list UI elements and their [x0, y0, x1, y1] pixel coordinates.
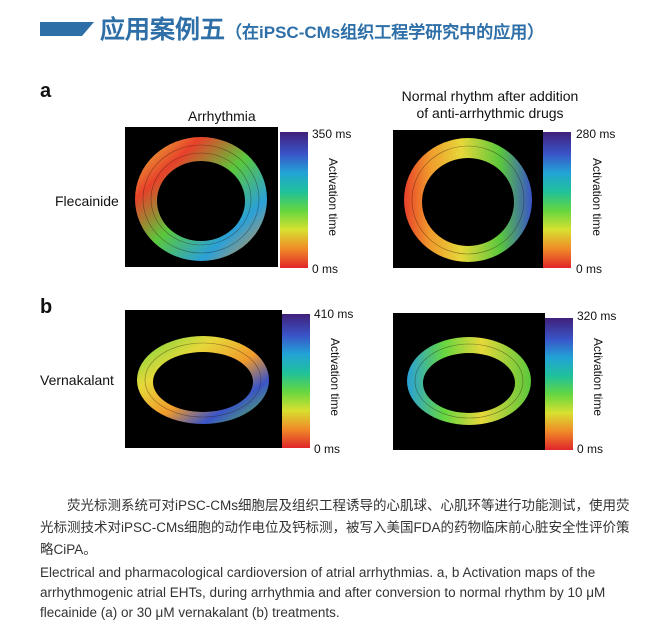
colorbar-a-right-min: 0 ms [576, 262, 603, 276]
panel-letter-b: b [40, 296, 53, 318]
colorbar-b-right [545, 318, 573, 450]
colorbar-a-left-min: 0 ms [312, 262, 339, 276]
page-title: 应用案例五（在iPSC-CMs组织工程学研究中的应用） [100, 10, 544, 46]
colorbar-b-left-axis-label: Activation time [328, 338, 342, 417]
activation-map-vernakalant-normal [393, 313, 545, 450]
activation-map-vernakalant-normal-image [407, 337, 531, 425]
row-label-flecainide: Flecainide [55, 193, 119, 209]
row-label-vernakalant: Vernakalant [40, 372, 114, 388]
column-title-line1: Normal rhythm after addition [401, 88, 579, 104]
colorbar-a-left-axis-label: Activation time [326, 158, 340, 237]
activation-map-flecainide-arrhythmia [125, 127, 278, 267]
caption-chinese: 荧光标测系统可对iPSC-CMs细胞层及组织工程诱导的心肌球、心肌环等进行功能测… [40, 498, 630, 557]
activation-map-vernakalant-arrhythmia [125, 310, 282, 448]
activation-map-flecainide-normal [393, 130, 543, 268]
header-arrow-icon [82, 22, 94, 36]
header-bar [40, 22, 82, 36]
colorbar-b-left-min: 0 ms [314, 442, 341, 456]
colorbar-b-right-axis-label: Activation time [591, 338, 605, 417]
title-main: 应用案例五 [100, 16, 226, 44]
activation-map-flecainide-arrhythmia-image [135, 137, 267, 261]
title-subtitle: （在iPSC-CMs组织工程学研究中的应用） [225, 23, 545, 42]
colorbar-a-right-max: 280 ms [576, 127, 616, 141]
column-title-line2: of anti-arrhythmic drugs [416, 105, 564, 121]
colorbar-a-left-max: 350 ms [312, 127, 352, 141]
activation-map-vernakalant-arrhythmia-image [137, 336, 269, 424]
colorbar-b-left [282, 314, 310, 448]
colorbar-a-right-axis-label: Activation time [590, 158, 604, 237]
column-title-normal-rhythm: Normal rhythm after addition of anti-arr… [390, 88, 590, 122]
colorbar-a-left [280, 132, 308, 268]
caption-english: Electrical and pharmacological cardiover… [40, 565, 606, 620]
colorbar-b-right-max: 320 ms [577, 309, 617, 323]
colorbar-a-right [543, 132, 571, 268]
column-title-arrhythmia: Arrhythmia [188, 108, 256, 124]
colorbar-b-left-max: 410 ms [314, 307, 354, 321]
colorbar-b-right-min: 0 ms [577, 442, 604, 456]
activation-map-flecainide-normal-image [404, 138, 532, 262]
panel-letter-a: a [40, 80, 52, 102]
